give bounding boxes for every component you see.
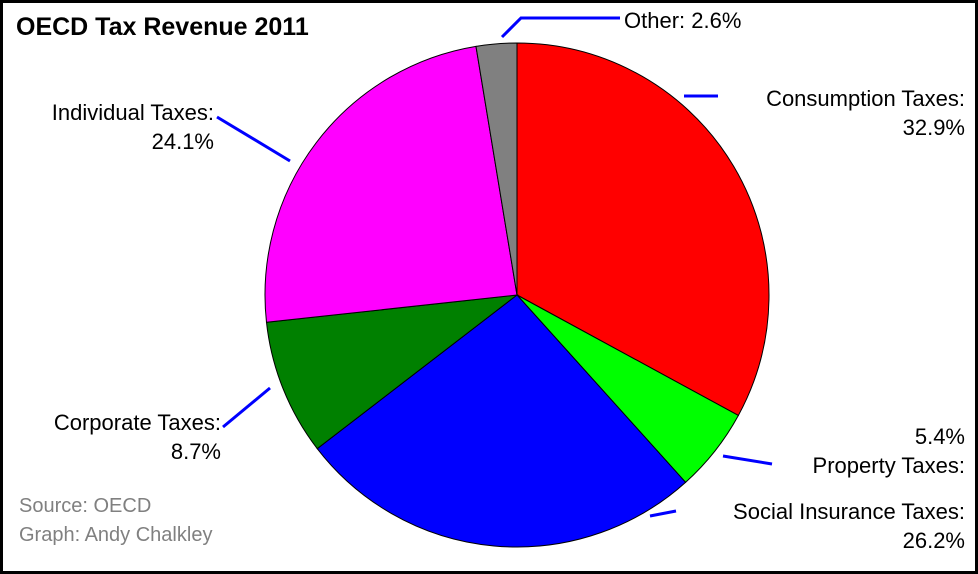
leader-social — [649, 509, 677, 518]
label-property-pct: 5.4% — [914, 424, 965, 449]
label-consumption: Consumption Taxes: 32.9% — [766, 84, 965, 142]
label-social: Social Insurance Taxes: 26.2% — [733, 497, 965, 555]
leader-property — [722, 454, 773, 466]
pie-slice-other — [475, 42, 518, 296]
label-corporate-name: Corporate Taxes: — [53, 410, 221, 435]
leader-individual — [216, 115, 291, 163]
pie-slice-social-insurance-taxes — [316, 294, 687, 548]
pie-slices — [264, 42, 770, 548]
label-consumption-name: Consumption Taxes: — [766, 86, 965, 111]
pie-chart — [216, 16, 773, 548]
credit-graph: Graph: Andy Chalkley — [19, 524, 213, 546]
label-consumption-pct: 32.9% — [902, 115, 965, 140]
label-individual-name: Individual Taxes: — [51, 100, 214, 125]
leader-lines — [216, 16, 773, 518]
label-other-pct: 2.6% — [691, 8, 742, 33]
label-other-name: Other: — [624, 8, 686, 33]
chart-title: OECD Tax Revenue 2011 — [16, 13, 309, 41]
pie-slice-individual-taxes — [264, 45, 518, 323]
label-corporate: Corporate Taxes: 8.7% — [14, 408, 221, 466]
label-property: 5.4% Property Taxes: — [813, 422, 965, 480]
label-social-pct: 26.2% — [902, 528, 965, 553]
label-other: Other: 2.6% — [624, 6, 741, 35]
label-individual: Individual Taxes: 24.1% — [14, 98, 214, 156]
label-individual-pct: 24.1% — [151, 129, 214, 154]
pie-slice-consumption-taxes — [516, 42, 770, 417]
leader-corporate — [222, 386, 271, 429]
credit-source: Source: OECD — [19, 495, 152, 517]
label-social-name: Social Insurance Taxes: — [733, 499, 965, 524]
leader-other — [500, 16, 620, 39]
pie-slice-corporate-taxes — [265, 294, 519, 450]
label-property-name: Property Taxes: — [812, 453, 965, 478]
label-corporate-pct: 8.7% — [170, 439, 221, 464]
